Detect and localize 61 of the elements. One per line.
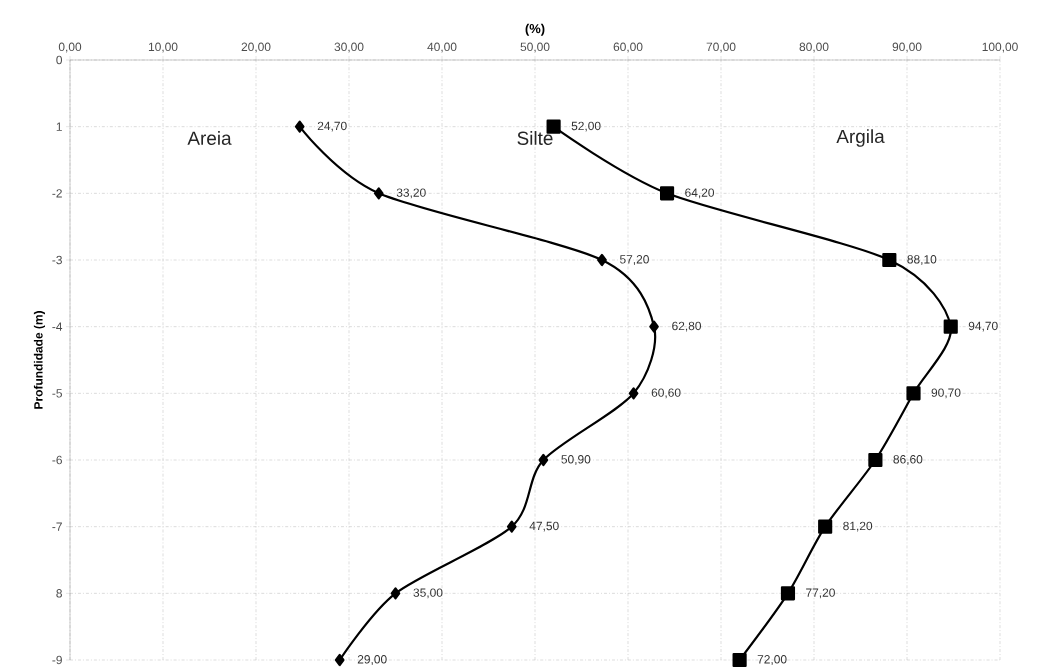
point [628, 387, 639, 400]
point [659, 186, 675, 201]
point [334, 653, 345, 667]
point [373, 187, 384, 200]
x-tick-label: 20,00 [241, 42, 271, 53]
point [818, 519, 833, 534]
x-tick-label: 100,00 [982, 42, 1018, 53]
annotation: 81,20 [843, 521, 873, 532]
annotation: 35,00 [413, 588, 443, 599]
x-tick-label: 80,00 [799, 42, 829, 53]
point [943, 319, 958, 334]
point [868, 452, 883, 468]
annotation: 47,50 [529, 521, 559, 532]
y-tick-label: -3 [52, 255, 62, 265]
y-tick-label: -6 [52, 455, 62, 465]
annotation: 33,20 [396, 188, 426, 199]
x-tick-label: 90,00 [892, 42, 922, 53]
x-tick-label: 70,00 [706, 42, 736, 53]
x-tick-label: 60,00 [613, 42, 643, 53]
annotation: 60,60 [651, 388, 681, 399]
point [597, 253, 607, 267]
y-tick-label: 8 [56, 589, 62, 598]
annotation: 94,70 [968, 321, 998, 332]
y-tick-label: -4 [52, 322, 63, 331]
annotation: 52,00 [571, 121, 601, 132]
annotation: 57,20 [619, 255, 649, 265]
annotation: Silte [517, 131, 553, 145]
x-tick-label: 30,00 [334, 42, 364, 53]
annotation: 62,80 [672, 321, 702, 332]
annotation: Areia [187, 131, 232, 145]
annotation: 86,60 [893, 455, 923, 465]
point [294, 120, 305, 133]
y-tick-label: 0 [56, 55, 63, 65]
y-axis-title: Profundidade (m) [33, 311, 46, 409]
y-tick-label: -7 [52, 522, 62, 531]
point [649, 320, 659, 333]
annotation: 29,00 [357, 655, 387, 665]
annotation: Argila [836, 129, 885, 147]
annotation: 64,20 [685, 188, 715, 199]
y-tick-label: -5 [52, 389, 62, 398]
annotation: 72,00 [757, 655, 787, 665]
annotation: 90,70 [931, 388, 961, 399]
point [506, 520, 517, 533]
y-tick-label: -9 [52, 655, 62, 665]
point [882, 252, 897, 268]
y-tick-label: 1 [56, 122, 62, 131]
point [906, 386, 921, 401]
point [538, 453, 549, 467]
point [390, 587, 401, 600]
x-tick-label: 40,00 [427, 42, 457, 53]
x-axis-title: (%) [525, 23, 545, 36]
annotation: 24,70 [317, 121, 347, 132]
annotation: 77,20 [806, 588, 835, 599]
y-tick-label: -2 [52, 189, 62, 198]
x-tick-label: 50,00 [520, 42, 550, 53]
annotation: 88,10 [907, 255, 937, 265]
point [780, 586, 796, 601]
x-tick-label: 10,00 [148, 42, 178, 53]
annotation: 50,90 [561, 455, 591, 465]
point [732, 652, 747, 668]
x-tick-label: 0,00 [58, 42, 82, 53]
